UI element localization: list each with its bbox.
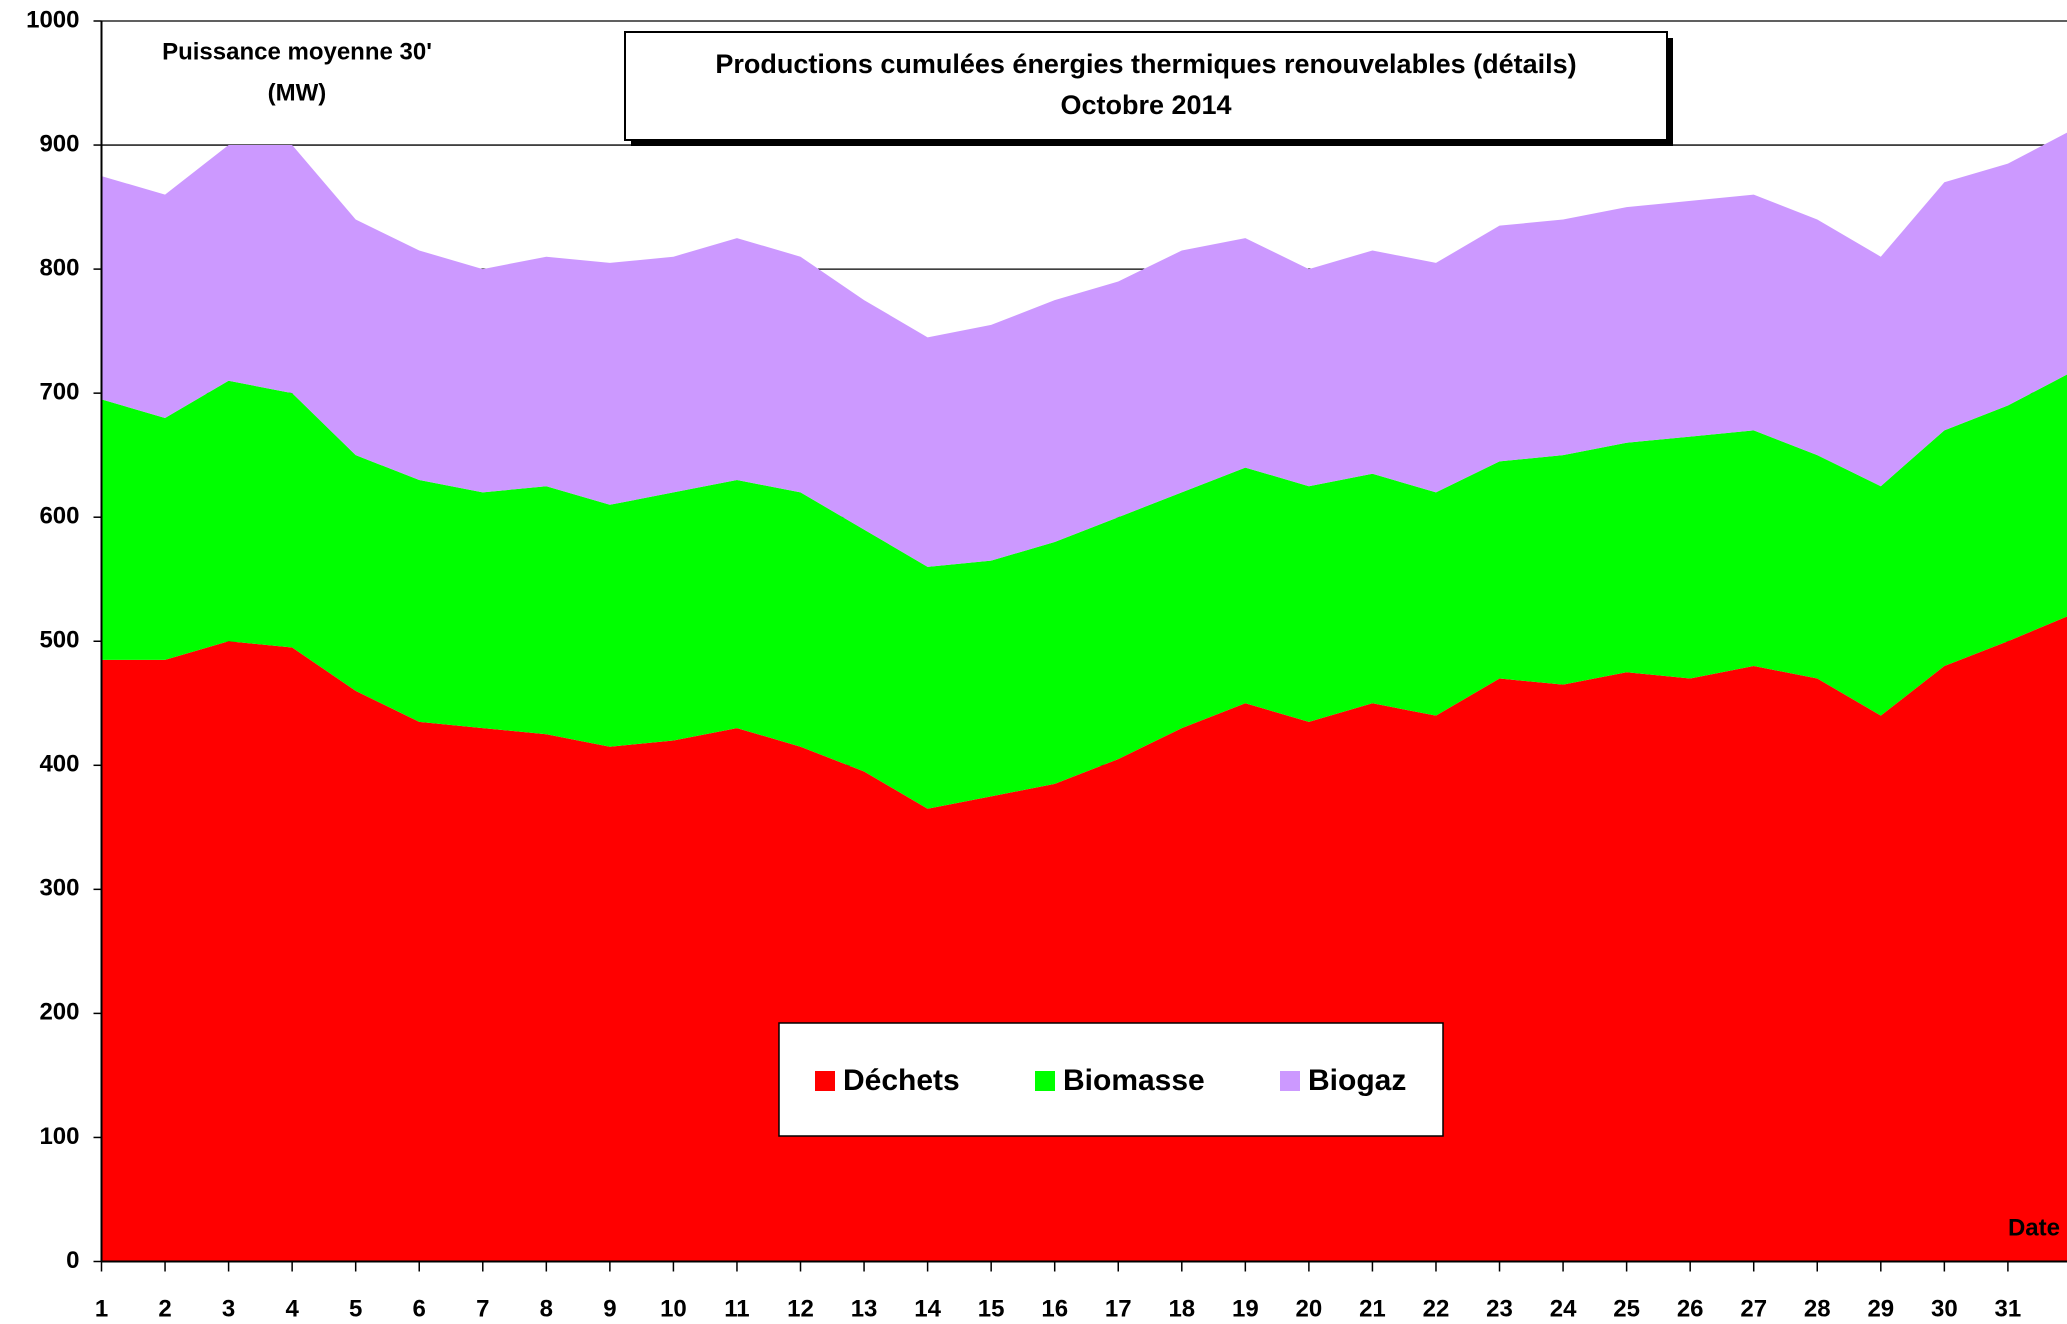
x-tick-label: 13 (851, 1295, 878, 1322)
x-tick-label: 12 (787, 1295, 814, 1322)
x-tick-label: 24 (1550, 1295, 1577, 1322)
x-tick-label: 25 (1613, 1295, 1640, 1322)
y-tick-label: 0 (66, 1247, 79, 1274)
x-axis-label: Date (2008, 1214, 2060, 1241)
x-tick-label: 26 (1677, 1295, 1704, 1322)
y-axis-label: (MW) (268, 79, 327, 106)
legend-swatch (1035, 1071, 1055, 1091)
legend-box (778, 1022, 1444, 1137)
y-tick-label: 400 (39, 751, 79, 778)
x-tick-label: 3 (222, 1295, 235, 1322)
x-tick-label: 19 (1232, 1295, 1259, 1322)
legend-label: Biomasse (1063, 1064, 1205, 1097)
y-tick-label: 1000 (26, 6, 79, 33)
y-tick-label: 200 (39, 999, 79, 1026)
chart-title: Productions cumulées énergies thermiques… (715, 49, 1576, 79)
area (101, 132, 2067, 567)
area (101, 616, 2067, 1262)
x-tick-label: 4 (285, 1295, 299, 1322)
legend-label: Biogaz (1308, 1064, 1406, 1097)
x-tick-label: 31 (1995, 1295, 2022, 1322)
x-tick-label: 27 (1740, 1295, 1767, 1322)
x-tick-label: 2 (158, 1295, 171, 1322)
x-tick-label: 22 (1423, 1295, 1450, 1322)
chart-subtitle: Octobre 2014 (1060, 90, 1231, 120)
title-box (624, 31, 1668, 141)
x-tick-label: 8 (540, 1295, 553, 1322)
x-tick-label: 30 (1931, 1295, 1958, 1322)
y-tick-label: 600 (39, 503, 79, 530)
legend-swatch (815, 1071, 835, 1091)
legend: Déchets Biomasse Biogaz (778, 1022, 1444, 1137)
x-tick-label: 9 (603, 1295, 616, 1322)
y-tick-label: 700 (39, 378, 79, 405)
x-tick-label: 17 (1105, 1295, 1132, 1322)
x-tick-label: 20 (1296, 1295, 1323, 1322)
y-tick-label: 900 (39, 130, 79, 157)
y-tick-label: 100 (39, 1123, 79, 1150)
x-tick-label: 16 (1041, 1295, 1068, 1322)
y-tick-label: 300 (39, 875, 79, 902)
y-tick-label: 800 (39, 254, 79, 281)
x-tick-label: 28 (1804, 1295, 1831, 1322)
x-tick-label: 6 (413, 1295, 426, 1322)
x-tick-label: 29 (1867, 1295, 1894, 1322)
x-tick-label: 23 (1486, 1295, 1513, 1322)
x-tick-label: 5 (349, 1295, 362, 1322)
y-axis-label: Puissance moyenne 30' (162, 38, 432, 65)
y-tick-label: 500 (39, 627, 79, 654)
legend-swatch (1280, 1071, 1300, 1091)
legend-label: Déchets (843, 1064, 960, 1097)
areas (101, 132, 2067, 1262)
x-tick-label: 18 (1168, 1295, 1195, 1322)
x-tick-label: 7 (476, 1295, 489, 1322)
x-tick-label: 14 (914, 1295, 941, 1322)
x-tick-label: 10 (660, 1295, 687, 1322)
x-tick-label: 21 (1359, 1295, 1386, 1322)
x-tick-label: 1 (95, 1295, 108, 1322)
x-tick-label: 15 (978, 1295, 1005, 1322)
x-tick-label: 11 (724, 1295, 749, 1322)
area (101, 374, 2067, 809)
